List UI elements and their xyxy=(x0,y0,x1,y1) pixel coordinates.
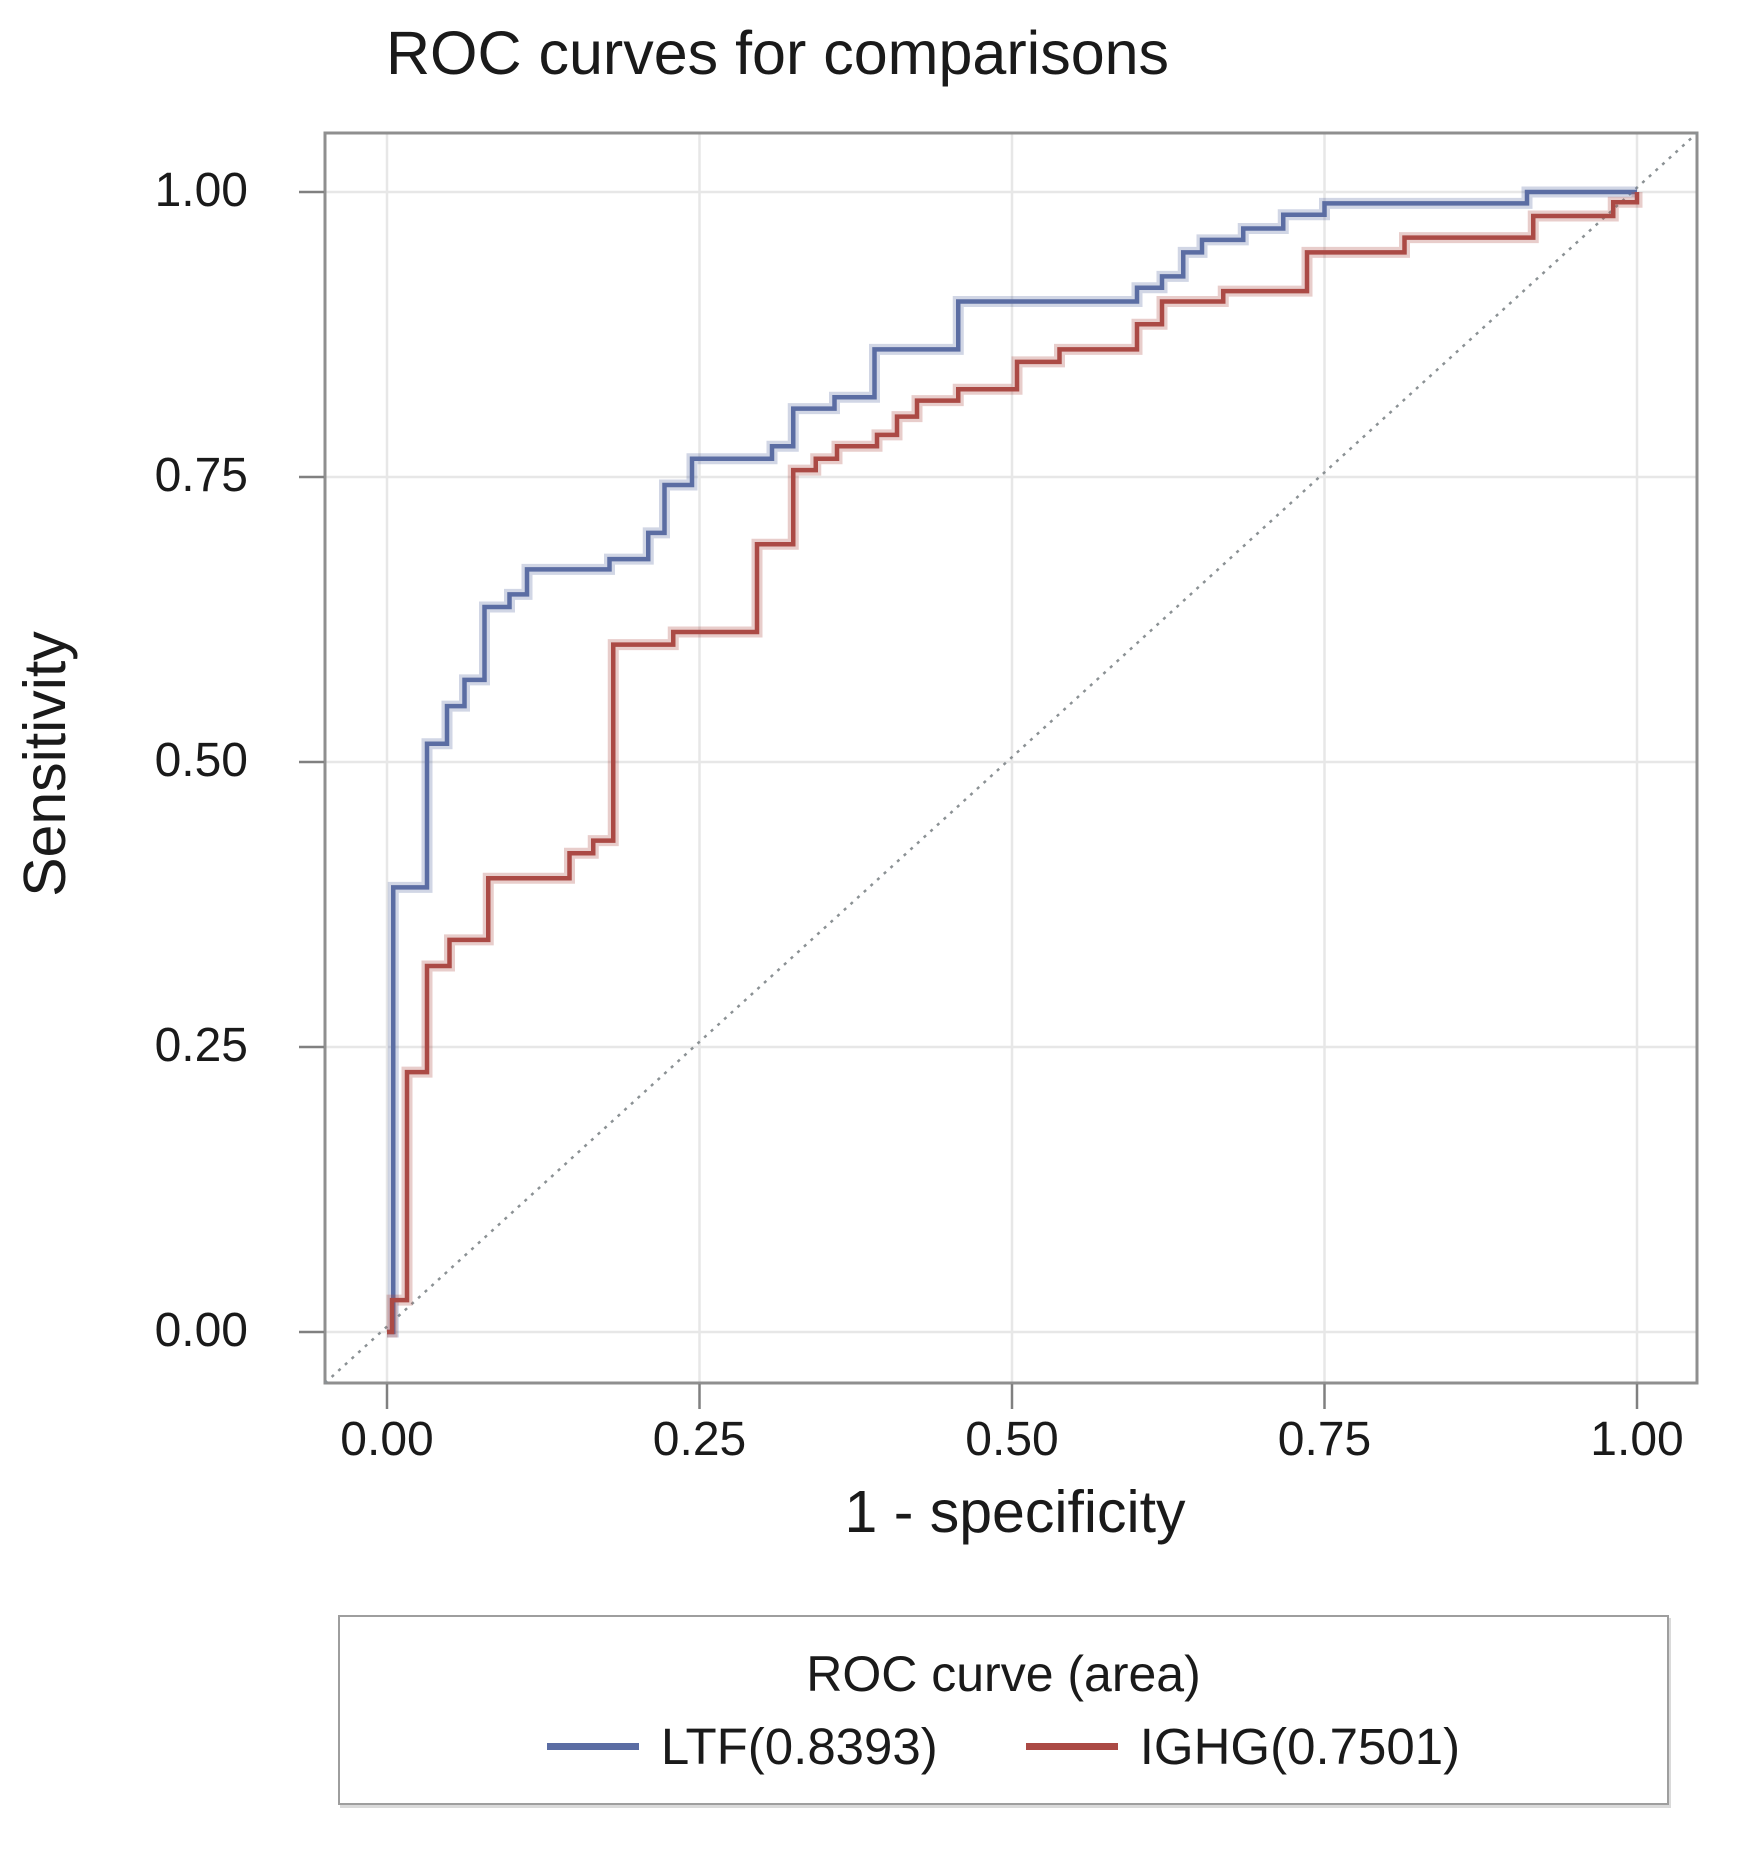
diagonal-reference-line xyxy=(324,132,1698,1384)
x-tick-label: 0.75 xyxy=(1277,1413,1372,1466)
y-tick-label: 1.00 xyxy=(154,164,248,217)
roc-curve-LTF xyxy=(387,189,1637,1335)
legend-item-ighg: IGHG(0.7501) xyxy=(1025,1717,1461,1776)
chart-title: ROC curves for comparisons xyxy=(386,19,1170,87)
legend-title: ROC curve (area) xyxy=(806,1645,1201,1702)
y-tick-label: 0.50 xyxy=(154,734,248,787)
legend-box: ROC curve (area) LTF(0.8393) IGHG(0.7501… xyxy=(338,1615,1669,1805)
x-tick-label: 0.00 xyxy=(340,1413,434,1466)
y-tick-label: 0.00 xyxy=(154,1304,248,1357)
legend-item-ltf: LTF(0.8393) xyxy=(546,1717,938,1776)
legend-label-ltf: LTF(0.8393) xyxy=(660,1717,938,1775)
plot-border xyxy=(323,131,1699,1385)
y-tick-label: 0.25 xyxy=(154,1019,248,1072)
x-tick-label: 0.25 xyxy=(652,1413,747,1466)
ighg-line-sample-icon xyxy=(1025,1742,1118,1750)
x-axis-label: 1 - specificity xyxy=(844,1479,1186,1545)
legend-label-ighg: IGHG(0.7501) xyxy=(1139,1717,1461,1775)
x-tick-label: 0.50 xyxy=(965,1413,1059,1466)
x-tick-label: 1.00 xyxy=(1590,1413,1684,1466)
legend-row: LTF(0.8393) IGHG(0.7501) xyxy=(546,1717,1461,1776)
y-tick-label: 0.75 xyxy=(154,449,248,502)
roc-curve-IGHG xyxy=(387,192,1640,1335)
ltf-line-sample-icon xyxy=(546,1742,639,1750)
